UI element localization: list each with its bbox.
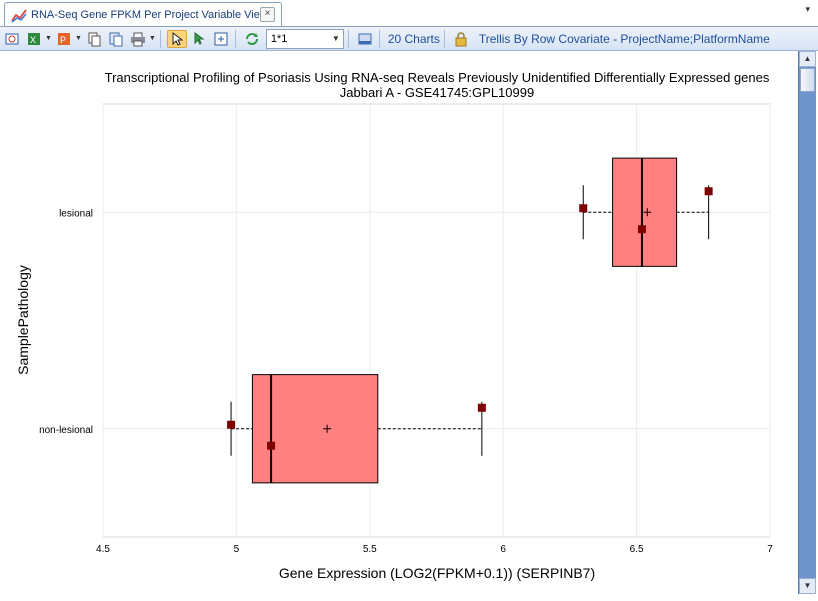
x-tick-label: 5.5 <box>363 544 377 555</box>
zoom-fit-icon <box>214 32 228 45</box>
data-point <box>704 187 713 196</box>
box-non-lesional <box>227 374 486 484</box>
powerpoint-icon: P <box>57 32 70 45</box>
copy-button[interactable] <box>84 30 104 48</box>
chevron-down-icon: ▼ <box>331 33 340 43</box>
y-category-label: lesional <box>59 208 93 219</box>
select-chart-button[interactable] <box>2 30 22 48</box>
svg-text:X: X <box>30 35 36 45</box>
trellis-option[interactable]: Trellis By Row Covariate - ProjectName;P… <box>478 31 770 46</box>
excel-icon: X <box>28 32 40 45</box>
export-powerpoint-dropdown-icon[interactable]: ▼ <box>74 35 82 42</box>
export-excel-dropdown-icon[interactable]: ▼ <box>45 35 52 42</box>
print-button[interactable] <box>128 30 148 48</box>
toolbar: X ▼ P ▼ ▼ 1*1 ▼ 20 Charts Trellis By Row… <box>0 27 818 51</box>
close-icon[interactable]: × <box>260 7 275 22</box>
data-point <box>637 225 646 234</box>
lock-button[interactable] <box>451 30 471 48</box>
chart-layout-icon <box>358 33 372 44</box>
cursor-arrow-icon <box>172 31 184 46</box>
lock-icon <box>455 31 467 46</box>
data-point <box>477 403 486 412</box>
x-tick-label: 6.5 <box>630 544 644 555</box>
print-dropdown-icon[interactable]: ▼ <box>148 35 156 42</box>
toolbar-separator <box>159 29 161 48</box>
chart-panel: Transcriptional Profiling of Psoriasis U… <box>0 51 798 596</box>
x-tick-label: 5 <box>234 544 240 555</box>
box-plot-chart: Transcriptional Profiling of Psoriasis U… <box>15 70 773 581</box>
iqr-box <box>251 374 379 484</box>
scrollbar-thumb[interactable] <box>800 68 815 92</box>
refresh-button[interactable] <box>242 30 262 48</box>
tab-menu-chevron-down-icon[interactable]: ▾ <box>805 4 810 14</box>
layout-select[interactable]: 1*1 ▼ <box>265 28 344 49</box>
box-lesional <box>579 157 713 267</box>
scroll-up-arrow-icon[interactable]: ▲ <box>799 51 816 67</box>
x-tick-label: 6 <box>500 544 506 555</box>
tab-strip: RNA-Seq Gene FPKM Per Project Variable V… <box>0 0 818 27</box>
copy-all-button[interactable] <box>106 30 126 48</box>
select-points-icon <box>194 31 205 45</box>
copy-icon <box>88 32 101 46</box>
svg-text:P: P <box>60 35 66 45</box>
y-axis-label: SamplePathology <box>15 265 31 375</box>
data-point <box>227 420 236 429</box>
printer-icon <box>130 32 145 46</box>
toolbar-separator <box>347 29 349 48</box>
mean-marker <box>323 424 332 433</box>
x-tick-label: 7 <box>767 544 773 555</box>
scroll-down-arrow-icon[interactable]: ▼ <box>799 578 816 594</box>
zoom-fit-button[interactable] <box>211 30 231 48</box>
export-excel-button[interactable]: X <box>24 30 44 48</box>
chart-count-button[interactable]: 20 Charts <box>387 31 440 46</box>
data-point <box>267 441 276 450</box>
chart-layout-button[interactable] <box>355 30 375 48</box>
refresh-icon <box>245 32 258 45</box>
toolbar-separator <box>234 29 236 48</box>
box-series <box>227 157 713 484</box>
export-powerpoint-button[interactable]: P <box>54 30 74 48</box>
copy-all-icon <box>109 32 123 46</box>
toolbar-separator <box>443 29 445 48</box>
vertical-scrollbar[interactable]: ▲ ▼ <box>798 51 816 594</box>
chart-title: Transcriptional Profiling of Psoriasis U… <box>105 70 770 85</box>
y-axis-categories: lesional non-lesional <box>39 208 93 436</box>
iqr-box <box>612 157 678 267</box>
select-points-button[interactable] <box>189 30 209 48</box>
x-axis-ticks: 4.5 5 5.5 6 6.5 7 <box>96 544 773 555</box>
chart-view-icon <box>11 8 27 23</box>
data-point <box>579 204 588 213</box>
crosshair-icon <box>5 33 19 44</box>
y-category-label: non-lesional <box>39 425 93 436</box>
layout-select-value: 1*1 <box>270 32 288 45</box>
chart-subtitle: Jabbari A - GSE41745:GPL10999 <box>340 85 534 100</box>
pointer-tool-button[interactable] <box>166 29 187 48</box>
tab-variable-view[interactable]: RNA-Seq Gene FPKM Per Project Variable V… <box>4 2 282 26</box>
mean-marker <box>643 208 652 217</box>
tab-title: RNA-Seq Gene FPKM Per Project Variable V… <box>31 8 268 21</box>
x-tick-label: 4.5 <box>96 544 110 555</box>
x-axis-label: Gene Expression (LOG2(FPKM+0.1)) (SERPIN… <box>279 565 595 581</box>
toolbar-separator <box>378 29 380 48</box>
